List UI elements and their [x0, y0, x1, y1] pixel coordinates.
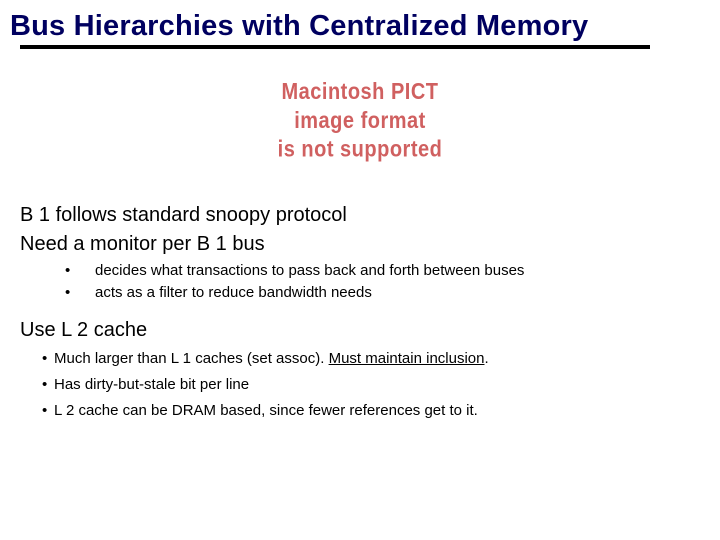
bullet-dot-icon: •	[65, 284, 95, 301]
page-title: Bus Hierarchies with Centralized Memory	[10, 10, 710, 43]
placeholder-line-3: is not supported	[10, 136, 710, 165]
sub-bullet-1-text: decides what transactions to pass back a…	[95, 262, 524, 279]
l2-bullet-2: • Has dirty-but-stale bit per line	[42, 376, 710, 393]
bullet-dot-icon: •	[65, 262, 95, 279]
l2-b1-post: .	[484, 350, 488, 367]
title-underline	[20, 45, 650, 49]
slide-container: Bus Hierarchies with Centralized Memory …	[0, 0, 720, 540]
placeholder-line-2: image format	[10, 107, 710, 136]
l2-bullets: • Much larger than L 1 caches (set assoc…	[42, 350, 710, 419]
section-heading: Use L 2 cache	[20, 319, 710, 342]
monitor-sub-bullets: • decides what transactions to pass back…	[65, 262, 710, 301]
l2-bullet-2-text: Has dirty-but-stale bit per line	[54, 376, 249, 393]
l2-b1-pre: Much larger than L 1 caches (set assoc).	[54, 350, 329, 367]
l2-bullet-1: • Much larger than L 1 caches (set assoc…	[42, 350, 710, 367]
sub-bullet-2: • acts as a filter to reduce bandwidth n…	[65, 284, 710, 301]
l2-bullet-3: • L 2 cache can be DRAM based, since few…	[42, 402, 710, 419]
body-line-2: Need a monitor per B 1 bus	[20, 233, 710, 256]
pict-placeholder: Macintosh PICT image format is not suppo…	[10, 78, 710, 164]
l2-bullet-1-text: Much larger than L 1 caches (set assoc).…	[54, 350, 489, 367]
body-line-1: B 1 follows standard snoopy protocol	[20, 204, 710, 227]
sub-bullet-2-text: acts as a filter to reduce bandwidth nee…	[95, 284, 372, 301]
bullet-dot-icon: •	[42, 376, 54, 393]
placeholder-line-1: Macintosh PICT	[10, 78, 710, 107]
l2-bullet-3-text: L 2 cache can be DRAM based, since fewer…	[54, 402, 478, 419]
bullet-dot-icon: •	[42, 402, 54, 419]
sub-bullet-1: • decides what transactions to pass back…	[65, 262, 710, 279]
l2-b1-underlined: Must maintain inclusion	[329, 350, 485, 367]
bullet-dot-icon: •	[42, 350, 54, 367]
